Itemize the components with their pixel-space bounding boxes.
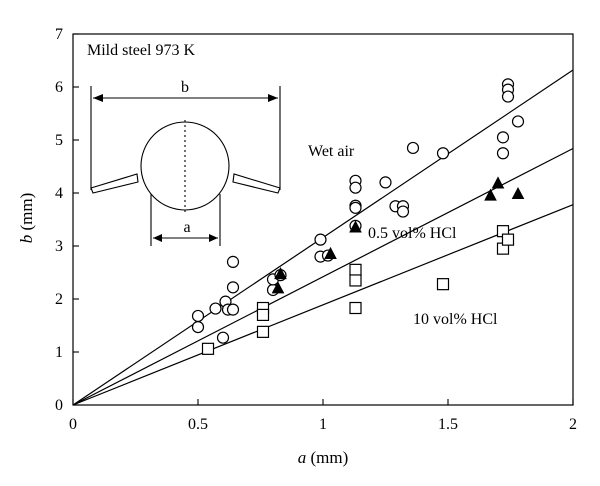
point-s0-31 (511, 115, 525, 128)
x-axis-label: a (mm) (298, 448, 349, 467)
point-s2-4 (349, 263, 362, 276)
series-label-wet-air: Wet air (308, 143, 355, 160)
point-s2-0 (201, 342, 215, 355)
point-s1-2 (324, 246, 337, 259)
x-tick-label-1: 0.5 (188, 416, 208, 433)
y-tick-label-1: 1 (55, 344, 63, 361)
tick-labels: 0 0.5 1 1.5 2 0 1 2 3 4 5 6 7 (55, 26, 577, 433)
point-s0-23 (396, 205, 410, 218)
point-s1-5 (491, 176, 505, 189)
y-tick-label-3: 3 (55, 238, 63, 255)
point-s0-1 (191, 320, 205, 334)
axis-ticks (72, 33, 574, 406)
y-tick-label-2: 2 (55, 291, 63, 308)
series-label-10-hcl: 10 vol% HCl (413, 311, 498, 328)
indentation-schematic (90, 86, 281, 246)
x-tick-label-3: 1.5 (438, 416, 458, 433)
chart-title-annotation: Mild steel 973 K (87, 42, 195, 59)
point-s0-25 (436, 147, 450, 160)
y-axis-label-unit: (mm) (17, 193, 36, 231)
point-s0-16 (349, 181, 362, 194)
y-tick-label-4: 4 (55, 185, 63, 202)
point-s1-0 (271, 281, 285, 294)
schematic-label-b: b (181, 79, 189, 96)
point-s0-6 (226, 303, 240, 316)
x-tick-label-0: 0 (69, 416, 77, 433)
schematic-b-arrow-right (268, 94, 278, 102)
x-axis-label-unit: (mm) (310, 448, 348, 467)
point-s0-20 (379, 176, 392, 189)
x-tick-label-4: 2 (569, 416, 577, 433)
x-tick-label-2: 1 (319, 416, 327, 433)
schematic-a-arrow-left (153, 234, 162, 242)
point-s0-2 (209, 302, 222, 315)
point-s0-7 (226, 281, 240, 294)
data-points (191, 78, 525, 355)
point-s1-4 (484, 188, 497, 201)
point-s0-30 (501, 90, 515, 103)
point-s2-10 (501, 233, 515, 246)
y-axis-label: b (mm) (17, 193, 36, 244)
point-s2-7 (436, 278, 450, 291)
point-s2-2 (256, 308, 270, 321)
schematic-right-flange (232, 173, 281, 194)
schematic-a-arrow-right (209, 234, 218, 242)
schematic-label-a: a (183, 219, 190, 236)
point-s2-5 (349, 274, 362, 287)
point-s0-0 (191, 309, 205, 323)
y-tick-label-5: 5 (55, 132, 63, 149)
point-s1-1 (274, 267, 287, 280)
x-axis-label-var: a (298, 448, 307, 467)
fit-line-2 (72, 204, 574, 406)
point-s1-6 (511, 186, 525, 200)
point-s2-6 (349, 301, 362, 315)
point-s0-26 (496, 131, 510, 144)
y-tick-label-6: 6 (55, 79, 63, 96)
point-s0-12 (314, 233, 327, 246)
series-label-05-hcl: 0.5 vol% HCl (368, 225, 457, 242)
point-s1-3 (349, 220, 362, 233)
point-s0-3 (216, 331, 230, 344)
y-tick-label-7: 7 (55, 26, 63, 43)
point-s0-24 (406, 141, 420, 155)
point-s0-18 (349, 201, 362, 214)
schematic-left-flange (90, 173, 139, 194)
plot-frame (72, 33, 574, 406)
point-s0-8 (226, 255, 240, 268)
schematic-b-arrow-left (93, 94, 103, 102)
point-s2-3 (256, 325, 270, 338)
y-tick-label-0: 0 (55, 397, 63, 414)
point-s0-27 (496, 147, 510, 160)
y-axis-label-var: b (17, 235, 36, 244)
